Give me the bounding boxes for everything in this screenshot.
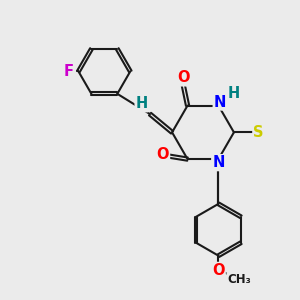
- Text: O: O: [177, 70, 189, 86]
- Text: H: H: [136, 96, 148, 111]
- Text: CH₃: CH₃: [227, 273, 251, 286]
- Text: O: O: [212, 263, 225, 278]
- Text: O: O: [157, 147, 169, 162]
- Text: S: S: [254, 125, 264, 140]
- Text: N: N: [214, 94, 226, 110]
- Text: N: N: [212, 155, 225, 170]
- Text: F: F: [64, 64, 74, 79]
- Text: H: H: [228, 86, 240, 101]
